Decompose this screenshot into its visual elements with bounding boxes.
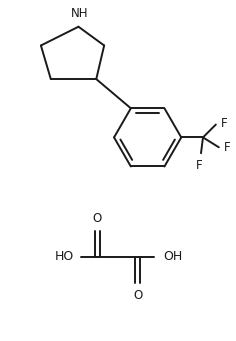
Text: F: F xyxy=(196,159,202,172)
Text: O: O xyxy=(93,212,102,225)
Text: NH: NH xyxy=(71,7,88,20)
Text: OH: OH xyxy=(164,251,183,264)
Text: F: F xyxy=(224,141,230,154)
Text: F: F xyxy=(221,117,228,130)
Text: HO: HO xyxy=(54,251,74,264)
Text: O: O xyxy=(133,288,142,301)
